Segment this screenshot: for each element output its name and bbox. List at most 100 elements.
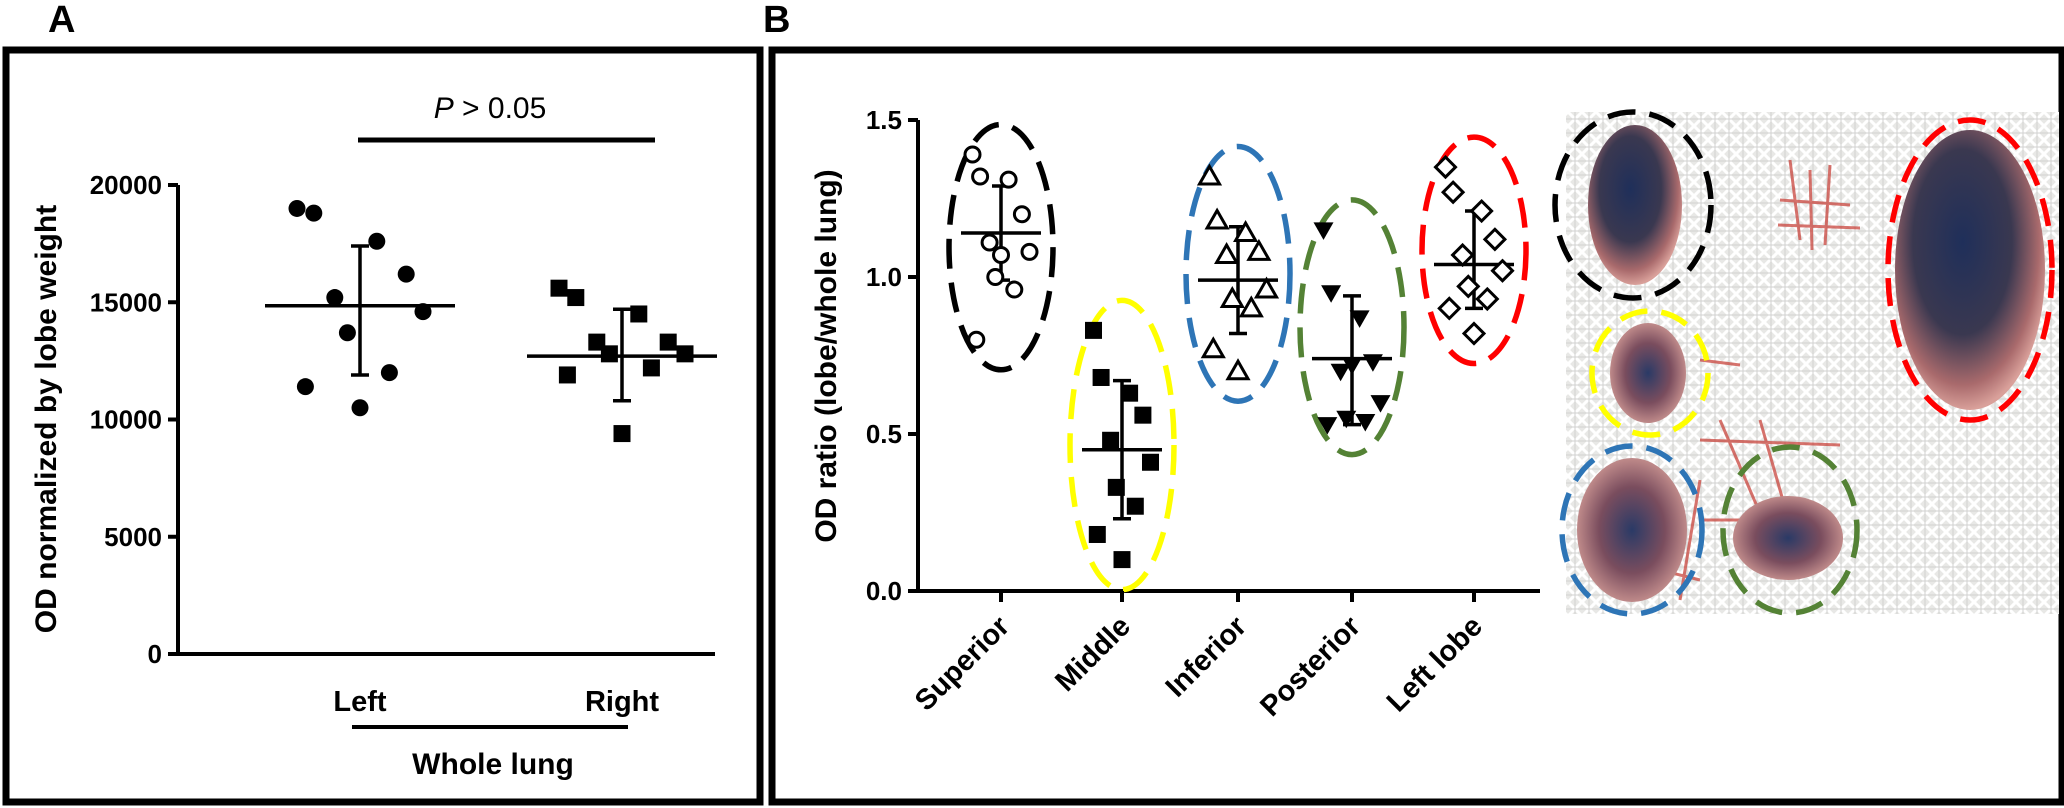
panel-b-point-1 — [1126, 497, 1144, 515]
panel-b-point-4 — [1437, 296, 1462, 321]
panel-a-group-label: Whole lung — [412, 748, 574, 781]
panel-a-point-left — [380, 364, 398, 382]
panel-b-point-1 — [1121, 384, 1139, 402]
panel-b-category-label: Posterior — [1254, 610, 1367, 723]
panel-b-ytick-label: 0.0 — [866, 576, 902, 606]
pvalue-text: > 0.05 — [454, 92, 547, 125]
panel-b-point-2 — [1204, 207, 1230, 230]
panel-b-ylabel: OD ratio (lobe/whole lung) — [810, 169, 843, 542]
panel-a-point-left — [338, 324, 356, 342]
superior-lobe-tissue — [1588, 125, 1682, 285]
panel-b-category-label: Superior — [909, 610, 1016, 717]
panel-b-point-4 — [1490, 258, 1515, 283]
panel-b-point-2 — [1214, 241, 1240, 265]
panel-a-point-right — [659, 333, 677, 351]
panel-b-point-4 — [1475, 286, 1500, 312]
lung-lobes-photo — [1552, 109, 2059, 617]
panel-a-category-right: Right — [585, 686, 659, 718]
panel-a-point-left — [351, 399, 369, 417]
panel-a-ytick-label: 10000 — [90, 405, 162, 435]
panel-b-point-3 — [1362, 354, 1383, 372]
panel-a-point-right — [600, 345, 618, 363]
panel-b-point-3 — [1313, 222, 1334, 240]
panel-b-point-0 — [967, 330, 986, 349]
panel-a-ytick-label: 20000 — [90, 170, 162, 200]
panel-b-ytick-label: 1.0 — [866, 262, 902, 292]
panel-b-point-1 — [1088, 525, 1106, 543]
panel-b-point-1 — [1085, 321, 1102, 339]
panel-a-point-left — [288, 199, 306, 217]
panel-b-point-0 — [992, 246, 1010, 265]
panel-a-category-left: Left — [333, 686, 387, 718]
photo-ellipse-1 — [1589, 308, 1711, 438]
panel-b-point-1 — [1113, 551, 1131, 569]
panel-letter-a: A — [48, 0, 75, 41]
panel-b-point-2 — [1219, 285, 1245, 308]
panel-b-point-2 — [1225, 358, 1251, 381]
panel-b-ytick-label: 0.5 — [866, 419, 902, 449]
panel-b-point-4 — [1433, 154, 1458, 180]
panel-a-point-right — [642, 359, 660, 377]
panel-a-point-left — [296, 378, 314, 396]
panel-a-point-right — [550, 279, 568, 297]
panel-b-ellipse-3 — [1297, 197, 1407, 458]
panel-a-point-right — [613, 425, 631, 443]
middle-lobe-tissue — [1610, 323, 1686, 423]
panel-b-point-3 — [1317, 417, 1338, 435]
panel-b-point-2 — [1238, 295, 1264, 318]
panel-b-point-3 — [1321, 285, 1342, 303]
panel-a-point-left — [368, 232, 386, 250]
panel-b-point-0 — [971, 167, 990, 186]
pvalue-symbol: P — [434, 92, 454, 125]
panel-a-point-right — [676, 345, 694, 363]
panel-b-point-3 — [1336, 410, 1357, 429]
panel-b-point-2 — [1253, 276, 1280, 299]
panel-b-point-1 — [1134, 406, 1152, 424]
panel-a-point-right — [567, 289, 585, 307]
panel-b-point-2 — [1233, 220, 1259, 243]
panel-b-point-0 — [999, 170, 1018, 189]
panel-b-ytick-label: 1.5 — [866, 105, 902, 135]
panel-a-border — [2, 46, 764, 806]
photo-ellipse-2 — [1559, 443, 1705, 617]
posterior-lobe-tissue — [1733, 496, 1843, 580]
photo-ellipse-3 — [1720, 444, 1860, 616]
panel-b-ellipse-4 — [1419, 134, 1529, 367]
panel-a-ytick-label: 5000 — [104, 522, 162, 552]
panel-b-point-3 — [1370, 395, 1391, 413]
panel-b-point-2 — [1200, 336, 1226, 359]
photo-ellipse-0 — [1552, 109, 1714, 301]
panel-b-category-label: Left lobe — [1381, 610, 1489, 718]
panel-b-ellipse-1 — [1067, 297, 1177, 593]
panel-a-ytick-label: 0 — [148, 639, 162, 669]
panel-b-point-1 — [1092, 368, 1110, 386]
panel-a-ytick-label: 15000 — [90, 287, 162, 317]
panel-b-point-4 — [1461, 321, 1487, 346]
panel-b-point-1 — [1142, 453, 1159, 471]
panel-b-point-0 — [986, 268, 1005, 286]
panel-letter-b: B — [763, 0, 790, 41]
panel-b-category-label: Inferior — [1160, 610, 1253, 703]
panel-b-ellipse-2 — [1183, 143, 1293, 404]
panel-b-point-4 — [1450, 242, 1475, 268]
panel-a-pvalue: P > 0.05 — [434, 92, 547, 125]
panel-b-point-2 — [1196, 163, 1223, 186]
panel-b-point-3 — [1342, 357, 1362, 375]
panel-b-point-0 — [1005, 280, 1024, 299]
panel-b-point-0 — [980, 233, 999, 252]
panel-a-ylabel: OD normalized by lobe weight — [30, 205, 63, 633]
panel-b-category-label: Middle — [1049, 610, 1137, 698]
panel-a-point-right — [558, 366, 576, 384]
panel-b-point-4 — [1440, 180, 1466, 205]
panel-a-point-left — [414, 303, 432, 321]
panel-b-point-4 — [1482, 227, 1508, 252]
panel-b-point-4 — [1469, 198, 1494, 224]
panel-b-point-1 — [1102, 431, 1120, 449]
panel-a-point-left — [397, 265, 415, 283]
panel-b-chart: 0.00.51.01.5 OD ratio (lobe/whole lung) … — [810, 105, 1540, 723]
panel-b-point-3 — [1355, 413, 1376, 432]
panel-b-point-0 — [963, 145, 982, 164]
panel-b-point-1 — [1107, 478, 1125, 496]
panel-a-chart: 0 5000 10000 15000 20000 OD normalized by lo… — [30, 92, 717, 781]
